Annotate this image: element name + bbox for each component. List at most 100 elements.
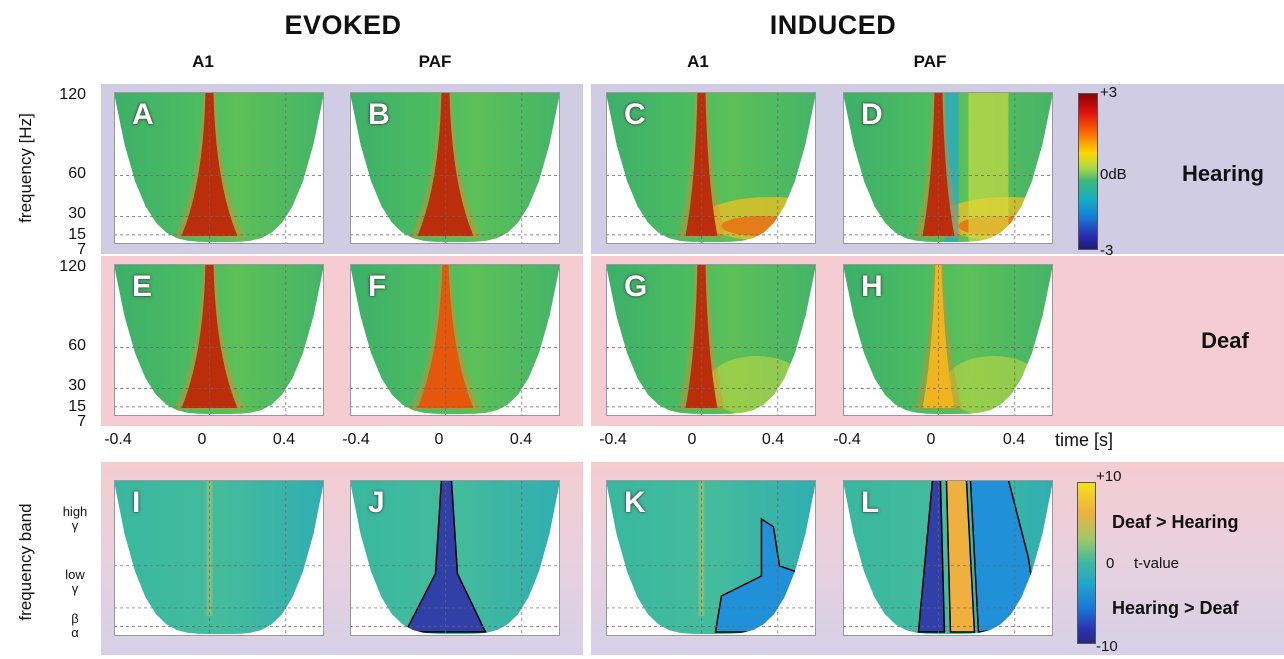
- y-tick-15: 15: [68, 398, 86, 415]
- y-tick-30: 30: [68, 205, 86, 222]
- cone-of-influence-mask: [606, 264, 816, 416]
- y-tick-15: 15: [68, 226, 86, 243]
- heatmap-a: [114, 92, 324, 244]
- cone-of-influence-mask: [843, 264, 1053, 416]
- induced-band: [968, 92, 1009, 244]
- panel-frame: [114, 264, 324, 416]
- panel-frame: [843, 92, 1053, 244]
- panel-letter-k: K: [624, 486, 646, 519]
- panel-d: D: [843, 92, 1053, 244]
- panel-frame: [843, 264, 1053, 416]
- cone-of-influence-mask: [350, 264, 560, 416]
- x-axis-label: time [s]: [1055, 430, 1114, 450]
- panel-letter-e: E: [132, 270, 153, 303]
- x-tick-neg04: -0.4: [833, 431, 861, 448]
- heatmap-i: [114, 480, 324, 636]
- y-tick-60: 60: [68, 165, 86, 182]
- panel-letter-g: G: [624, 270, 648, 303]
- band-high-gamma: high γ: [60, 505, 90, 533]
- x-tick-neg04: -0.4: [104, 431, 132, 448]
- heatmap-k: [606, 480, 816, 636]
- heatmap-g: [606, 264, 816, 416]
- condition-hearing: Hearing: [1182, 161, 1264, 186]
- induced-header: INDUCED: [769, 10, 897, 40]
- panel-i: I: [114, 480, 324, 636]
- band-beta: β: [71, 611, 79, 626]
- panel-frame: [843, 480, 1053, 636]
- colorbar-t-min: -10: [1096, 638, 1118, 655]
- x-tick-neg04: -0.4: [342, 431, 370, 448]
- colorbar-power: [1078, 93, 1098, 250]
- x-tick-0: 0: [197, 431, 207, 448]
- x-tick-0: 0: [434, 431, 444, 448]
- panel-e: E: [114, 264, 324, 416]
- panel-letter-l: L: [861, 486, 880, 519]
- x-tick-04: 0.4: [1002, 431, 1026, 448]
- cone-of-influence-mask: [843, 92, 1053, 244]
- heatmap-l: [843, 480, 1053, 636]
- panel-frame: [606, 264, 816, 416]
- panel-letter-i: I: [132, 486, 141, 519]
- colorbar-power-min: -3: [1100, 242, 1114, 259]
- panel-letter-f: F: [368, 270, 387, 303]
- panel-frame: [350, 264, 560, 416]
- panel-h: H: [843, 264, 1053, 416]
- heatmap-h: [843, 264, 1053, 416]
- heatmap-j: [350, 480, 560, 636]
- y-tick-30: 30: [68, 377, 86, 394]
- cone-of-influence-mask: [114, 92, 324, 244]
- heatmap-d: [843, 92, 1053, 244]
- panel-frame: [606, 480, 816, 636]
- panel-a: A: [114, 92, 324, 244]
- panel-k: K: [606, 480, 816, 636]
- colorbar-t: [1077, 482, 1096, 644]
- y-tick-60: 60: [68, 337, 86, 354]
- heatmap-b: [350, 92, 560, 244]
- column-evoked-a1: A1: [192, 52, 214, 71]
- colorbar-t-max: +10: [1096, 468, 1122, 485]
- condition-deaf: Deaf: [1201, 328, 1249, 353]
- cone-of-influence-mask: [606, 480, 816, 636]
- heatmap-f: [350, 264, 560, 416]
- y-axis-label: frequency [Hz]: [16, 113, 35, 223]
- x-tick-04: 0.4: [761, 431, 785, 448]
- panel-letter-b: B: [368, 98, 390, 131]
- y-tick-7: 7: [77, 241, 86, 258]
- panel-frame: [114, 92, 324, 244]
- band-alpha: α: [71, 625, 79, 640]
- panel-f: F: [350, 264, 560, 416]
- panel-frame: [350, 480, 560, 636]
- panel-letter-j: J: [368, 486, 385, 519]
- colorbar-t-unit: t-value: [1134, 555, 1180, 572]
- cone-of-influence-mask: [350, 92, 560, 244]
- cone-of-influence-mask: [114, 264, 324, 416]
- band-high-label: high γ: [62, 504, 88, 533]
- panel-frame: [606, 92, 816, 244]
- x-tick-04: 0.4: [272, 431, 296, 448]
- panel-frame: [114, 480, 324, 636]
- band-low-label: low γ: [65, 567, 85, 596]
- y-tick-7: 7: [77, 413, 86, 430]
- panel-letter-h: H: [861, 270, 883, 303]
- panel-frame: [350, 92, 560, 244]
- y-tick-120: 120: [59, 258, 86, 275]
- cone-of-influence-mask: [606, 92, 816, 244]
- panel-c: C: [606, 92, 816, 244]
- x-tick-neg04: -0.4: [599, 431, 627, 448]
- colorbar-t-mid: 0: [1106, 555, 1115, 572]
- x-tick-0: 0: [687, 431, 697, 448]
- cone-of-influence-mask: [350, 480, 560, 636]
- x-tick-0: 0: [926, 431, 936, 448]
- evoked-header: EVOKED: [284, 10, 402, 40]
- x-tick-04: 0.4: [509, 431, 533, 448]
- colorbar-power-max: +3: [1100, 84, 1118, 101]
- band-axis-label: frequency band: [16, 503, 35, 621]
- panel-l: L: [843, 480, 1053, 636]
- cluster-hearing-gt-deaf: [917, 480, 946, 633]
- cluster-deaf-gt-hearing: [945, 480, 976, 633]
- cone-of-influence-mask: [114, 480, 324, 636]
- column-evoked-paf: PAF: [418, 52, 452, 71]
- column-induced-paf: PAF: [913, 52, 947, 71]
- legend-hearing-gt-deaf: Hearing > Deaf: [1112, 598, 1239, 618]
- column-induced-a1: A1: [687, 52, 709, 71]
